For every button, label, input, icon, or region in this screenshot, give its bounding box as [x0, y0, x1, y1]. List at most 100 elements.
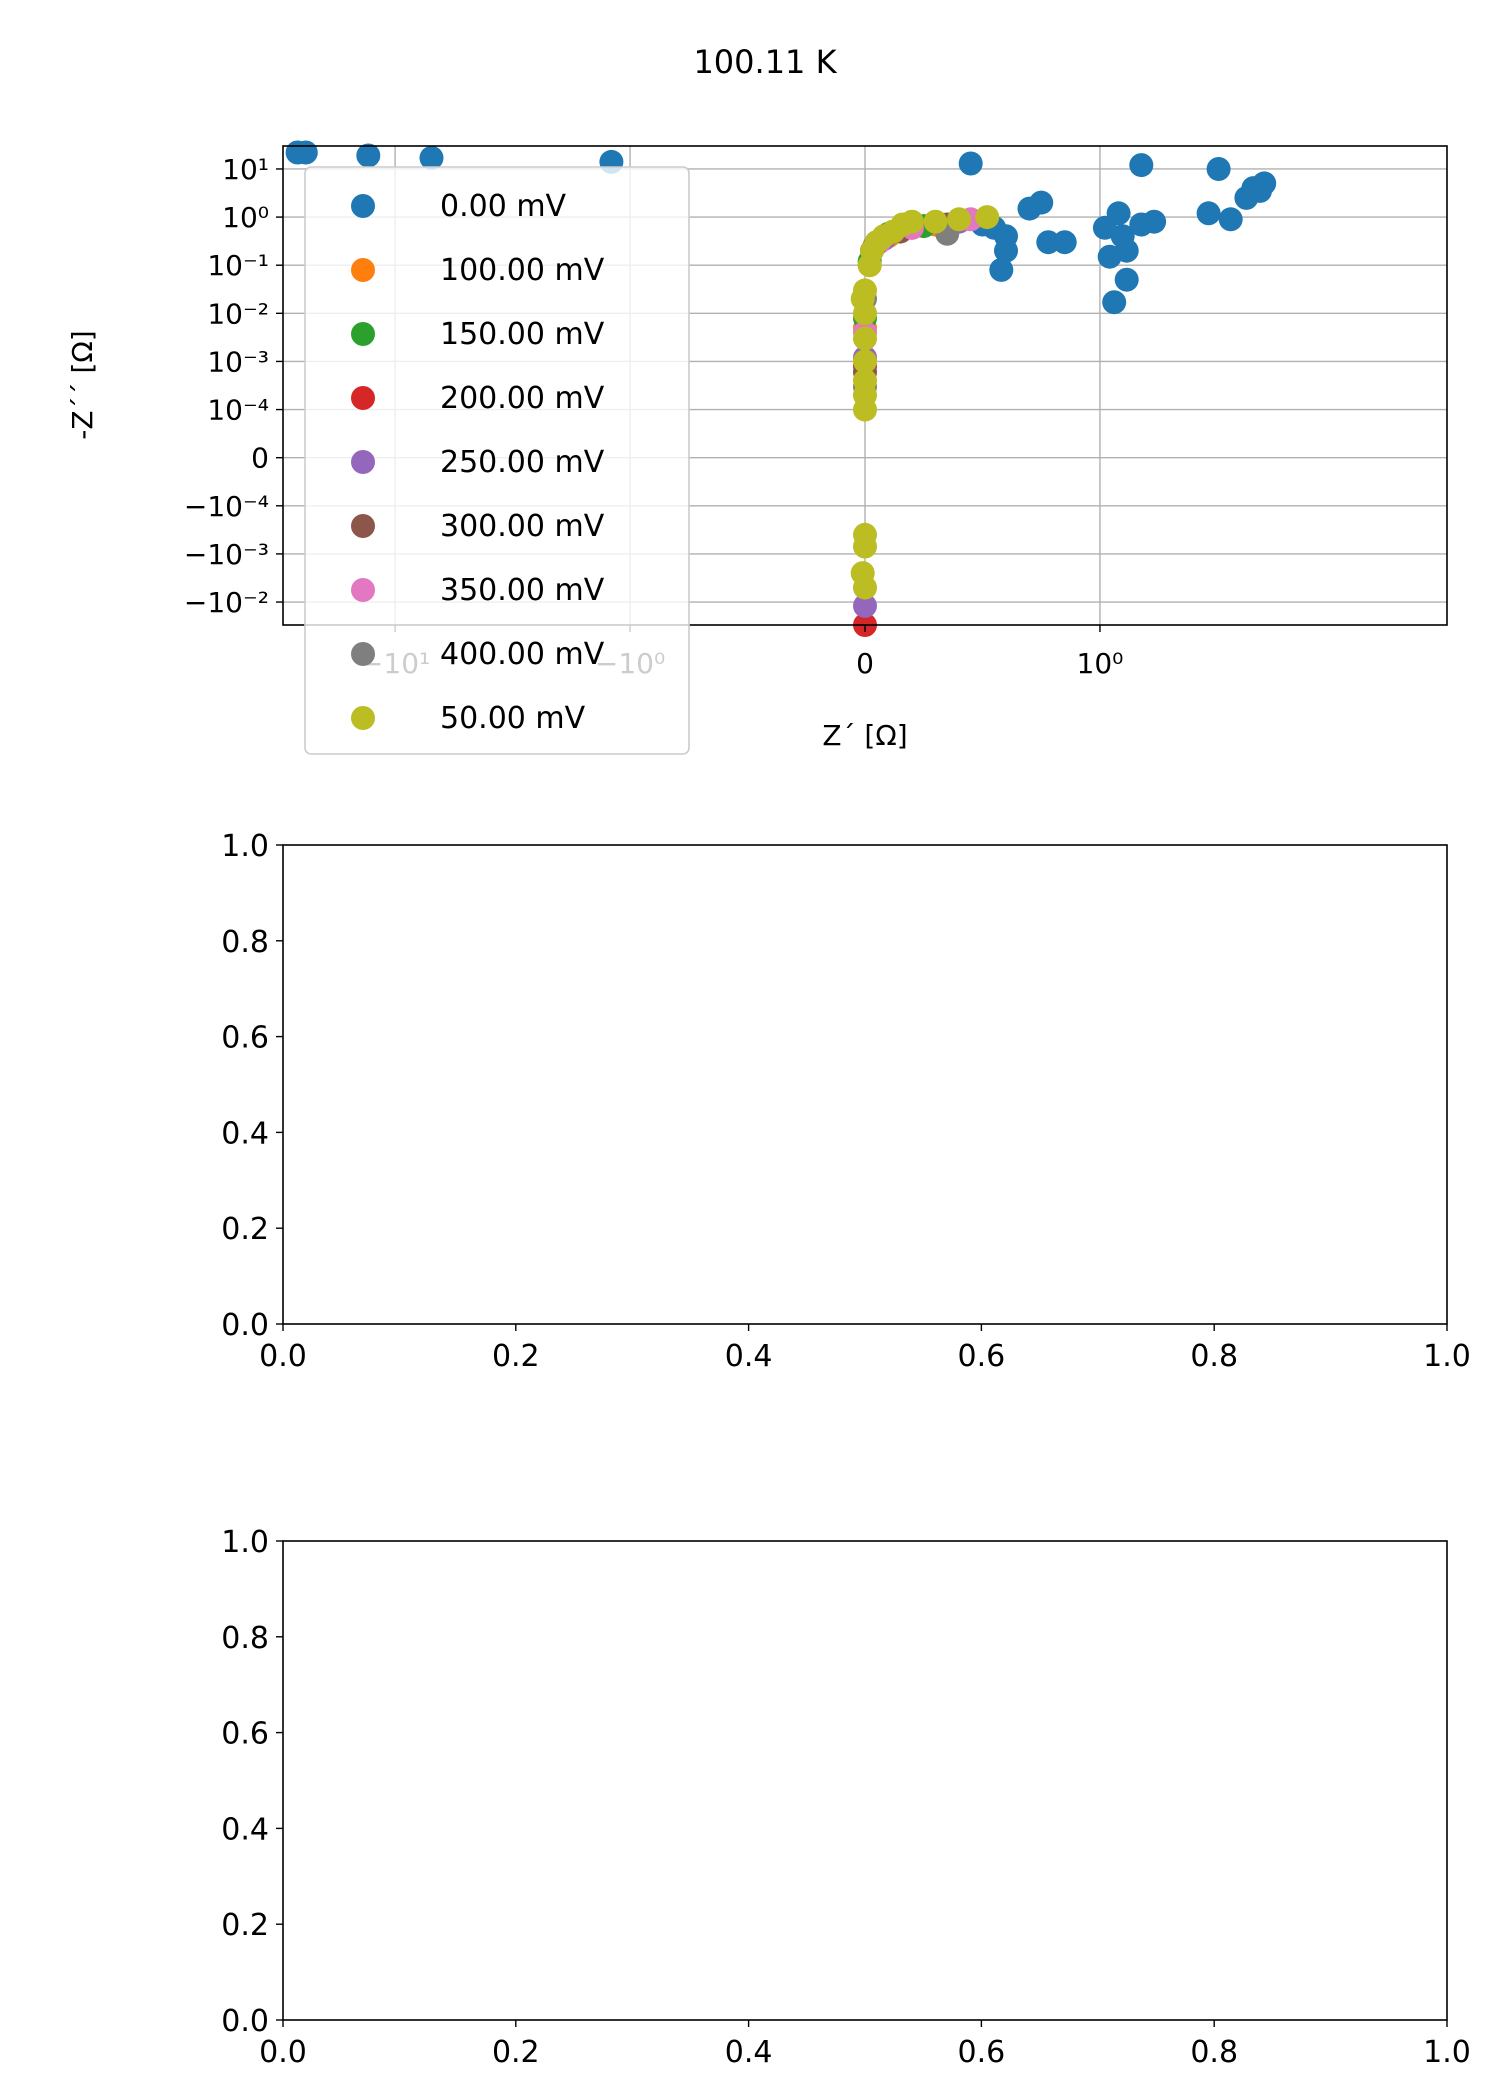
- legend-marker: [351, 514, 375, 538]
- x-tick-label: 0.2: [492, 2035, 540, 2070]
- x-tick-label: 0.2: [492, 1339, 540, 1374]
- y-tick-label: 0.2: [221, 1908, 269, 1943]
- x-tick-label: 0.4: [725, 1339, 773, 1374]
- y-tick-label: 0: [251, 442, 269, 475]
- y-tick-label: 0.2: [221, 1212, 269, 1247]
- legend-marker: [351, 322, 375, 346]
- y-tick-label: 10⁻³: [207, 345, 269, 378]
- data-point: [975, 205, 1000, 230]
- data-point: [356, 143, 381, 168]
- y-tick-label: 0.4: [221, 1116, 269, 1151]
- data-point: [994, 238, 1018, 263]
- scatter-points: [285, 140, 1277, 637]
- data-point: [853, 534, 877, 559]
- y-tick-label: 1.0: [221, 829, 269, 864]
- plot-frame: [282, 844, 1448, 1325]
- figure-title: 100.11 K: [693, 43, 837, 81]
- legend-marker: [351, 386, 375, 410]
- axis-ticks: 0.0 0.2 0.4 0.6 0.8 1.0 0.0 0.2 0.4 0.6 0.8 1.0: [221, 829, 1471, 1374]
- legend-label: 400.00 mV: [440, 637, 605, 672]
- x-tick-label: 0.8: [1190, 1339, 1238, 1374]
- x-tick-label: 10⁰: [1077, 647, 1124, 680]
- data-point: [1196, 201, 1221, 226]
- legend-marker: [351, 258, 375, 282]
- y-tick-label: −10⁻⁴: [184, 490, 269, 523]
- x-tick-label: 0.6: [958, 2035, 1006, 2070]
- data-point: [1206, 157, 1231, 181]
- data-point: [419, 145, 444, 170]
- data-point: [900, 209, 924, 234]
- x-tick-label: 0.4: [725, 2035, 773, 2070]
- data-point: [853, 349, 877, 374]
- empty-plot-3: 0.0 0.2 0.4 0.6 0.8 1.0 0.0 0.2 0.4 0.6 0.8 1.0: [221, 1525, 1471, 2070]
- y-ticks: 10¹ 10⁰ 10⁻¹ 10⁻² 10⁻³ 10⁻⁴ 0 −10⁻⁴ −10⁻³ −10⁻²: [184, 153, 283, 619]
- x-tick-label: 0.0: [259, 1339, 307, 1374]
- y-tick-label: 0.6: [221, 1021, 269, 1056]
- y-tick-label: 0.6: [221, 1717, 269, 1752]
- data-point: [947, 207, 971, 232]
- x-tick-label: 0.0: [259, 2035, 307, 2070]
- legend-label: 50.00 mV: [440, 701, 586, 736]
- data-point: [293, 140, 318, 165]
- legend-marker: [351, 578, 375, 602]
- plot-frame: [282, 1540, 1448, 2021]
- data-point: [853, 593, 877, 618]
- y-tick-label: −10⁻³: [184, 538, 269, 571]
- legend: 0.00 mV 100.00 mV 150.00 mV 200.00 mV 250.00…: [304, 166, 690, 755]
- legend-label: 150.00 mV: [440, 317, 605, 352]
- y-tick-label: 0.0: [221, 2004, 269, 2039]
- y-tick-label: 10⁻¹: [207, 249, 269, 282]
- y-tick-label: 0.8: [221, 925, 269, 960]
- x-tick-label: 1.0: [1423, 2035, 1471, 2070]
- y-axis-label: -Z´´ [Ω]: [66, 330, 99, 439]
- data-point: [1114, 238, 1139, 263]
- legend-label: 100.00 mV: [440, 253, 605, 288]
- data-point: [1129, 153, 1154, 178]
- y-tick-label: 0.0: [221, 1308, 269, 1343]
- legend-marker: [351, 194, 375, 218]
- data-point: [1114, 267, 1139, 292]
- x-axis-label: Z´ [Ω]: [822, 719, 907, 752]
- legend-label: 300.00 mV: [440, 509, 605, 544]
- data-point: [853, 397, 877, 422]
- data-point: [1102, 290, 1127, 315]
- data-point: [1218, 207, 1243, 232]
- data-point: [853, 278, 877, 303]
- empty-plot-2: 0.0 0.2 0.4 0.6 0.8 1.0 0.0 0.2 0.4 0.6 0.8 1.0: [221, 829, 1471, 1374]
- data-point: [1142, 209, 1167, 234]
- y-tick-label: 10⁻⁴: [207, 394, 269, 427]
- legend-label: 250.00 mV: [440, 445, 605, 480]
- data-point: [1036, 230, 1061, 255]
- y-tick-label: 10⁻²: [207, 297, 269, 330]
- legend-box: [304, 166, 690, 755]
- data-point: [923, 209, 948, 234]
- x-tick-label: 0: [856, 647, 874, 680]
- data-point: [1234, 185, 1259, 210]
- x-tick-label: 0.8: [1190, 2035, 1238, 2070]
- y-tick-label: 10¹: [222, 153, 269, 186]
- legend-marker: [351, 450, 375, 474]
- legend-label: 200.00 mV: [440, 381, 605, 416]
- legend-marker: [351, 642, 375, 666]
- impedance-plot: −10¹−10⁰010⁰ 10¹10⁰10⁻¹10⁻²10⁻³10⁻⁴0−10⁻…: [66, 140, 1448, 755]
- y-tick-label: 0.8: [221, 1621, 269, 1656]
- legend-label: 0.00 mV: [440, 189, 567, 224]
- y-tick-label: 10⁰: [222, 201, 269, 234]
- data-point: [853, 301, 877, 326]
- data-point: [1029, 190, 1054, 215]
- data-point: [853, 575, 877, 600]
- data-point: [1106, 201, 1131, 226]
- y-tick-label: 0.4: [221, 1812, 269, 1847]
- data-point: [853, 326, 877, 351]
- axis-ticks: 0.0 0.2 0.4 0.6 0.8 1.0 0.0 0.2 0.4 0.6 0.8 1.0: [221, 1525, 1471, 2070]
- legend-label: 350.00 mV: [440, 573, 605, 608]
- y-tick-label: 1.0: [221, 1525, 269, 1560]
- data-point: [958, 151, 983, 176]
- y-tick-label: −10⁻²: [184, 586, 269, 619]
- x-tick-label: 0.6: [958, 1339, 1006, 1374]
- x-tick-label: 1.0: [1423, 1339, 1471, 1374]
- legend-marker: [351, 706, 375, 730]
- data-point: [989, 257, 1014, 282]
- data-point: [1052, 230, 1077, 255]
